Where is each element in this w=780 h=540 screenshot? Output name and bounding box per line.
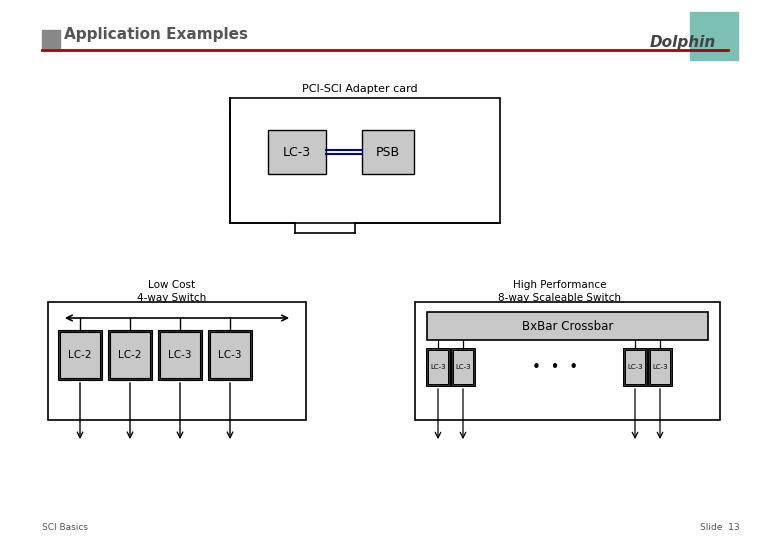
- Bar: [451, 348, 475, 386]
- Bar: [648, 348, 672, 386]
- Bar: [428, 350, 448, 384]
- Bar: [690, 12, 738, 60]
- Bar: [625, 350, 645, 384]
- Text: LC-3: LC-3: [218, 350, 242, 360]
- Text: LC-3: LC-3: [431, 364, 446, 370]
- Text: •  •  •: • • •: [532, 360, 578, 375]
- Bar: [158, 330, 202, 380]
- Text: High Performance
8-way Scaleable Switch: High Performance 8-way Scaleable Switch: [498, 280, 622, 303]
- Bar: [427, 312, 708, 340]
- Text: LC-2: LC-2: [69, 350, 92, 360]
- Text: LC-3: LC-3: [627, 364, 643, 370]
- Text: BxBar Crossbar: BxBar Crossbar: [522, 320, 613, 333]
- Bar: [415, 302, 720, 420]
- Text: Slide  13: Slide 13: [700, 523, 740, 532]
- Bar: [60, 332, 100, 378]
- Bar: [230, 98, 500, 223]
- Text: Dolphin: Dolphin: [650, 35, 716, 50]
- Text: PSB: PSB: [376, 145, 400, 159]
- Text: SCI Basics: SCI Basics: [42, 523, 88, 532]
- Text: Application Examples: Application Examples: [64, 27, 248, 42]
- Bar: [110, 332, 150, 378]
- Bar: [453, 350, 473, 384]
- Bar: [42, 30, 60, 48]
- Text: PCI-SCI Adapter card: PCI-SCI Adapter card: [302, 84, 418, 94]
- Bar: [208, 330, 252, 380]
- Bar: [362, 130, 414, 174]
- Bar: [58, 330, 102, 380]
- Bar: [108, 330, 152, 380]
- Text: LC-3: LC-3: [456, 364, 471, 370]
- Text: LC-2: LC-2: [119, 350, 142, 360]
- Bar: [48, 302, 306, 420]
- Text: LC-3: LC-3: [652, 364, 668, 370]
- Text: LC-3: LC-3: [168, 350, 192, 360]
- Bar: [268, 130, 326, 174]
- Bar: [623, 348, 647, 386]
- Bar: [650, 350, 670, 384]
- Text: Low Cost
4-way Switch: Low Cost 4-way Switch: [137, 280, 207, 303]
- Bar: [210, 332, 250, 378]
- Bar: [426, 348, 450, 386]
- Text: LC-3: LC-3: [283, 145, 311, 159]
- Bar: [160, 332, 200, 378]
